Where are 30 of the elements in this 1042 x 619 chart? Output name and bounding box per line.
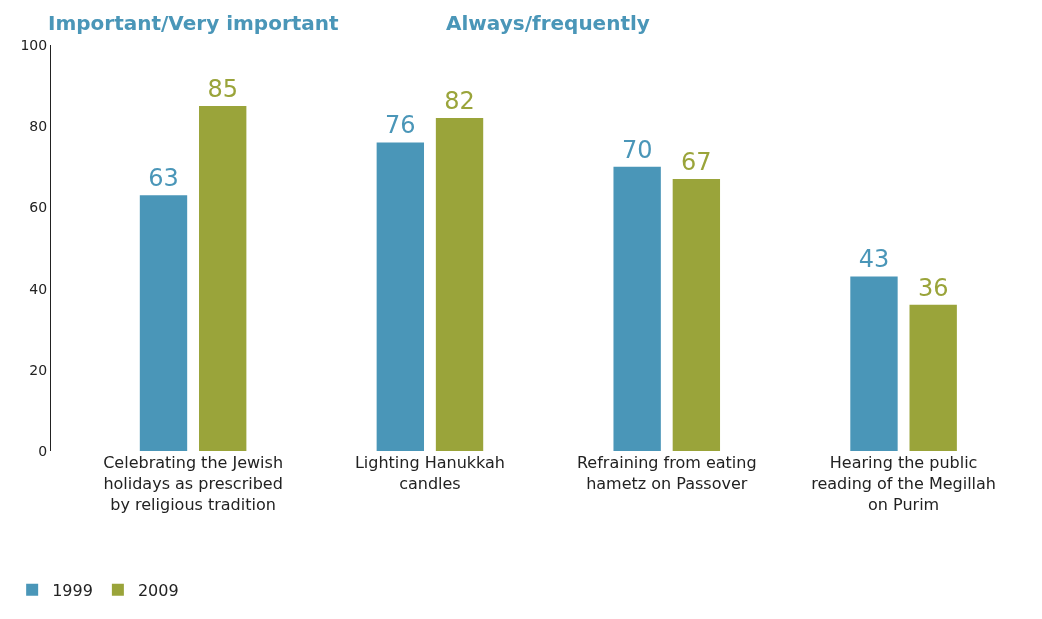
bar [435, 118, 484, 451]
data-label: 85 [207, 74, 238, 103]
x-tick-label: Celebrating the Jewish holidays as prescribed by religious tradition [103, 453, 284, 514]
bar [850, 276, 898, 451]
y-tick-label: 80 [29, 118, 48, 135]
data-label: 82 [444, 87, 475, 116]
data-label: 43 [858, 245, 890, 274]
bar [139, 195, 188, 451]
bar [672, 178, 721, 451]
y-tick-label: 0 [38, 442, 48, 459]
x-tick-label: Refraining from eating hametz on Passover [576, 453, 757, 493]
data-label: 70 [621, 135, 653, 164]
x-tick-label: Lighting Hanukkah candles [354, 453, 505, 493]
data-label: 76 [385, 111, 416, 140]
legend-label: 2009 [137, 580, 179, 600]
y-tick-label: 60 [29, 199, 48, 216]
x-tick-label: Hearing the public reading of the Megillah on Purim [811, 453, 996, 514]
bar [376, 142, 425, 451]
bar [613, 166, 661, 451]
bar [909, 304, 957, 451]
data-label: 36 [917, 273, 949, 302]
data-label: 63 [148, 164, 179, 193]
data-label: 67 [681, 147, 712, 176]
text: Always/frequently [446, 11, 650, 35]
legend-label: 1999 [52, 580, 93, 600]
y-tick-label: 20 [29, 361, 48, 378]
bar [199, 105, 247, 451]
y-tick-label: 100 [20, 36, 48, 53]
text: Important/Very important [48, 11, 340, 35]
y-tick-label: 40 [29, 280, 48, 297]
